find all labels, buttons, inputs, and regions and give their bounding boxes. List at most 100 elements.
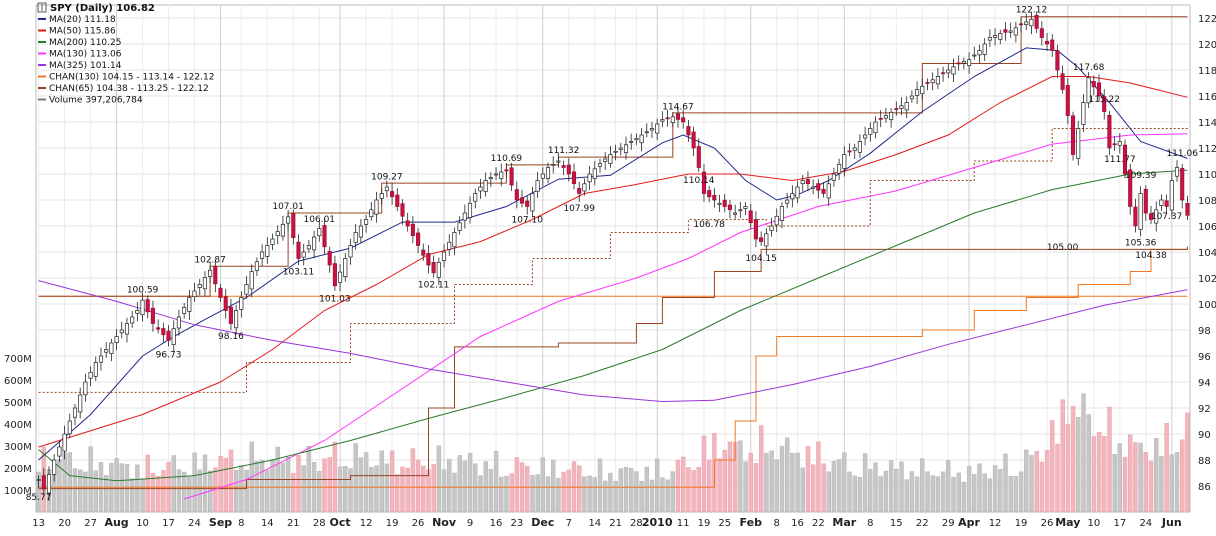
candle-body xyxy=(795,186,800,199)
volume-bar xyxy=(597,458,603,513)
volume-bar xyxy=(1044,450,1050,513)
volume-bar xyxy=(530,475,535,513)
candle-body xyxy=(759,237,764,242)
candle xyxy=(348,239,353,265)
candle-body xyxy=(753,219,758,240)
volume-bar xyxy=(348,468,353,513)
volume-bar xyxy=(1112,454,1117,513)
x-tick-label: 16 xyxy=(490,518,503,529)
candle xyxy=(514,181,519,209)
candle xyxy=(743,202,748,216)
candle xyxy=(540,167,545,187)
y-tick-label: 120 xyxy=(1198,40,1216,51)
price-annotation: 106.01 xyxy=(304,215,336,225)
candle-body xyxy=(873,121,878,134)
candle-body xyxy=(707,190,712,198)
x-tick-label: 26 xyxy=(1041,518,1054,529)
volume-bar xyxy=(36,471,41,513)
candle-body xyxy=(83,381,88,396)
candle xyxy=(774,208,779,233)
candle-body xyxy=(499,171,504,179)
volume-bar xyxy=(171,455,177,513)
volume-bar xyxy=(441,469,447,513)
candle xyxy=(748,203,753,230)
candle xyxy=(306,240,311,254)
volume-bar xyxy=(1107,406,1112,513)
candle xyxy=(104,342,109,358)
candle xyxy=(675,106,681,128)
candle xyxy=(722,193,727,213)
candle-body xyxy=(733,212,738,215)
candle-body xyxy=(878,118,883,120)
candle xyxy=(852,143,857,159)
x-tick-label: 12 xyxy=(360,518,373,529)
volume-bar xyxy=(935,476,941,513)
candle xyxy=(223,288,228,319)
candle xyxy=(213,259,218,293)
candle-body xyxy=(1117,141,1122,146)
volume-bar xyxy=(1185,412,1190,513)
volume-bar xyxy=(899,461,904,513)
ma200-line xyxy=(38,169,1188,482)
volume-bar xyxy=(649,479,655,513)
candle xyxy=(753,211,758,248)
candle xyxy=(462,204,467,229)
x-tick-label: 14 xyxy=(588,518,601,529)
candle-body xyxy=(561,165,566,168)
candle xyxy=(473,188,478,209)
candle-body xyxy=(1076,128,1081,159)
x-tick-label: 15 xyxy=(890,518,903,529)
candle xyxy=(597,158,603,173)
candle-body xyxy=(935,76,940,85)
volume-bar xyxy=(384,463,390,513)
candle xyxy=(62,425,67,460)
volume-bar xyxy=(395,474,400,513)
volume-bar xyxy=(940,471,946,513)
candle-body xyxy=(920,85,925,95)
candle xyxy=(972,46,977,60)
candle xyxy=(93,356,98,381)
candle xyxy=(582,178,587,196)
volume-bar xyxy=(197,469,203,513)
candle xyxy=(130,310,135,328)
volume-bar xyxy=(764,453,769,513)
candle xyxy=(327,246,332,273)
candle xyxy=(441,244,447,268)
volume-bar xyxy=(369,467,374,513)
candle-body xyxy=(1143,188,1148,214)
candle-body xyxy=(982,43,987,55)
candle xyxy=(800,175,805,192)
volume-bar xyxy=(857,477,863,513)
volume-bar xyxy=(187,475,192,513)
candle-body xyxy=(842,154,847,169)
candle-body xyxy=(374,199,379,215)
candle-body xyxy=(634,137,639,141)
volume-bar xyxy=(525,466,530,513)
volume-bar xyxy=(556,478,561,513)
candle xyxy=(681,109,686,129)
candle-body xyxy=(785,199,790,204)
candle xyxy=(795,180,800,203)
candle-body xyxy=(400,203,405,217)
candle xyxy=(436,257,441,286)
candle xyxy=(499,163,504,187)
volume-bar xyxy=(1086,414,1091,513)
volume-bar xyxy=(660,477,665,513)
price-annotation: 102.87 xyxy=(194,256,226,266)
volume-bar xyxy=(202,454,208,513)
candle xyxy=(410,216,415,244)
candle xyxy=(254,257,259,277)
volume-bar xyxy=(961,481,967,513)
x-tick-label: 9 xyxy=(467,518,473,529)
legend-label: CHAN(65) 104.38 - 113.25 - 122.12 xyxy=(49,84,209,94)
candle-body xyxy=(343,258,348,277)
volume-bar xyxy=(816,441,821,513)
x-tick-label: 21 xyxy=(609,518,622,529)
volume-bar xyxy=(561,471,566,513)
volume-bar xyxy=(701,435,707,513)
candle-body xyxy=(348,245,353,258)
volume-bar xyxy=(743,461,748,513)
x-tick-label: May xyxy=(1055,516,1080,529)
volume-bar xyxy=(244,469,249,513)
volume-bar xyxy=(681,456,686,513)
